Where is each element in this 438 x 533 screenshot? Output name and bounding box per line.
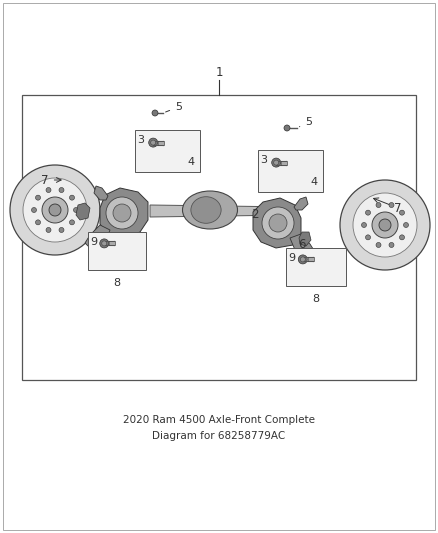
Circle shape: [274, 160, 279, 165]
Bar: [286, 248, 346, 286]
Circle shape: [403, 222, 409, 228]
Text: 1: 1: [215, 66, 223, 78]
Polygon shape: [290, 234, 315, 257]
Polygon shape: [94, 186, 108, 200]
Circle shape: [262, 207, 294, 239]
Text: 4: 4: [188, 157, 195, 167]
Circle shape: [100, 239, 109, 248]
Ellipse shape: [183, 191, 237, 229]
Circle shape: [379, 219, 391, 231]
Circle shape: [102, 241, 107, 246]
Circle shape: [298, 255, 307, 264]
Text: 3: 3: [260, 155, 267, 165]
Circle shape: [361, 222, 367, 228]
Circle shape: [32, 207, 36, 213]
Text: 8: 8: [113, 278, 120, 288]
Bar: [135, 130, 200, 172]
Circle shape: [340, 180, 430, 270]
Circle shape: [365, 210, 371, 215]
Circle shape: [376, 243, 381, 247]
Circle shape: [46, 228, 51, 232]
Circle shape: [353, 193, 417, 257]
Circle shape: [35, 220, 40, 225]
Polygon shape: [85, 225, 110, 248]
Polygon shape: [299, 232, 311, 246]
Text: 9: 9: [90, 237, 97, 247]
Circle shape: [372, 212, 398, 238]
Polygon shape: [253, 198, 301, 248]
Bar: [158, 141, 164, 144]
Circle shape: [272, 158, 281, 167]
Bar: [22, 95, 416, 380]
Circle shape: [42, 197, 68, 223]
Circle shape: [10, 165, 100, 255]
Text: 5: 5: [300, 117, 312, 127]
Circle shape: [113, 204, 131, 222]
Circle shape: [46, 188, 51, 192]
Bar: [109, 241, 115, 245]
Circle shape: [148, 138, 158, 147]
Text: 3: 3: [137, 135, 144, 145]
Text: 9: 9: [288, 253, 295, 263]
Circle shape: [365, 235, 371, 240]
Circle shape: [35, 195, 40, 200]
Circle shape: [284, 125, 290, 131]
Ellipse shape: [191, 197, 221, 223]
Text: 8: 8: [312, 294, 320, 304]
Bar: [308, 257, 314, 261]
Polygon shape: [100, 188, 148, 238]
Circle shape: [269, 214, 287, 232]
Circle shape: [49, 204, 61, 216]
Circle shape: [376, 203, 381, 207]
Circle shape: [70, 195, 74, 200]
Polygon shape: [150, 205, 295, 217]
Circle shape: [399, 210, 404, 215]
Circle shape: [70, 220, 74, 225]
Text: 6: 6: [298, 238, 306, 251]
Circle shape: [300, 257, 305, 262]
Polygon shape: [76, 203, 90, 220]
Circle shape: [152, 110, 158, 116]
Text: 2020 Ram 4500 Axle-Front Complete: 2020 Ram 4500 Axle-Front Complete: [123, 415, 315, 425]
Circle shape: [23, 178, 87, 242]
Polygon shape: [294, 197, 308, 210]
Text: 4: 4: [311, 177, 318, 187]
Bar: [258, 150, 323, 192]
Circle shape: [74, 207, 78, 213]
Text: 5: 5: [166, 102, 182, 112]
Circle shape: [59, 188, 64, 192]
Circle shape: [389, 243, 394, 247]
Bar: [281, 160, 287, 165]
Text: 7: 7: [374, 198, 402, 214]
Circle shape: [151, 140, 155, 145]
Text: 2: 2: [251, 208, 259, 222]
Circle shape: [389, 203, 394, 207]
Circle shape: [399, 235, 404, 240]
Circle shape: [59, 228, 64, 232]
Circle shape: [106, 197, 138, 229]
Text: 7: 7: [41, 174, 61, 187]
Text: Diagram for 68258779AC: Diagram for 68258779AC: [152, 431, 286, 441]
Bar: [88, 232, 146, 270]
